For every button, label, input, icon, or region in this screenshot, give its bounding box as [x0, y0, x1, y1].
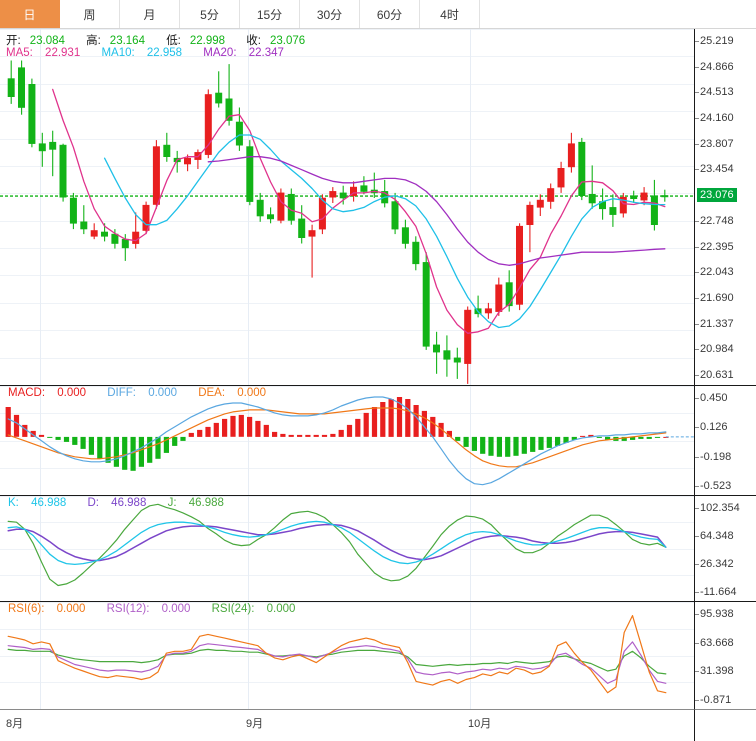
price-chart-svg — [0, 29, 694, 385]
time-axis-label: 9月 — [246, 718, 264, 730]
kdj-axis: 102.354 64.348 26.342 -11.664 — [695, 495, 756, 601]
axis-tick: 64.348 — [695, 530, 734, 542]
tab-label: 5分 — [200, 7, 219, 22]
tab-3[interactable]: 5分 — [180, 0, 240, 28]
axis-tick: 24.866 — [695, 60, 734, 73]
tab-label: 周 — [83, 7, 96, 22]
axis-tick-current-price: 23.076 — [697, 188, 737, 203]
axis-tick: 23.807 — [695, 137, 734, 150]
tab-label: 30分 — [316, 7, 343, 22]
axis-tick: 26.342 — [695, 558, 734, 570]
kdj-chart-svg — [0, 496, 694, 601]
time-axis-label: 8月 — [6, 718, 24, 730]
axis-tick: 31.398 — [695, 665, 734, 678]
axis-tick: -11.664 — [695, 586, 737, 598]
axis-tick: 22.748 — [695, 214, 734, 227]
axis-tick: 63.668 — [695, 636, 734, 649]
tab-5[interactable]: 30分 — [300, 0, 360, 28]
tab-7[interactable]: 4时 — [420, 0, 480, 28]
axis-tick: 21.690 — [695, 291, 734, 304]
axis-tick: 20.631 — [695, 369, 734, 381]
rsi-axis: 95.938 63.668 31.398 -0.871 — [694, 601, 756, 709]
price-axis: 25.219 24.866 24.513 24.160 23.807 23.454 23.0… — [695, 29, 756, 385]
timeframe-tabbar: 日 周 月 5分 15分 30分 60分 4时 — [0, 0, 756, 29]
axis-tick: 24.513 — [695, 86, 734, 99]
axis-tick: -0.523 — [694, 480, 732, 492]
tabbar-filler — [480, 0, 756, 28]
price-panel[interactable] — [0, 29, 694, 385]
tab-label: 4时 — [440, 7, 459, 22]
axis-tick: 0.126 — [695, 421, 728, 434]
tab-2[interactable]: 月 — [120, 0, 180, 28]
time-axis-right-corner — [694, 709, 756, 741]
axis-tick: 22.395 — [695, 240, 734, 253]
axis-tick: 23.454 — [695, 163, 734, 176]
axis-tick: 20.984 — [695, 343, 734, 356]
axis-tick: 95.938 — [695, 608, 734, 620]
axis-tick: 0.450 — [695, 392, 728, 404]
rsi-chart-svg — [0, 602, 694, 709]
macd-panel[interactable] — [0, 385, 694, 495]
macd-axis: 0.450 0.126 -0.198 -0.523 — [694, 385, 756, 495]
time-axis: 8月 9月 10月 — [0, 709, 694, 741]
kdj-panel[interactable] — [0, 495, 694, 601]
tab-4[interactable]: 15分 — [240, 0, 300, 28]
axis-tick: 102.354 — [695, 502, 740, 514]
rsi-panel[interactable] — [0, 601, 694, 709]
right-axis-column: 25.219 24.866 24.513 24.160 23.807 23.454 23.0… — [694, 29, 756, 709]
tab-label: 60分 — [376, 7, 403, 22]
axis-tick: 24.160 — [695, 112, 734, 125]
axis-tick: -0.871 — [694, 694, 732, 706]
tab-1[interactable]: 周 — [60, 0, 120, 28]
time-axis-label: 10月 — [468, 718, 492, 730]
macd-chart-svg — [0, 386, 694, 495]
tab-label: 月 — [143, 7, 156, 22]
axis-tick: 22.043 — [695, 266, 734, 279]
tab-label: 日 — [23, 7, 36, 22]
tab-0[interactable]: 日 — [0, 0, 60, 28]
axis-tick: -0.198 — [694, 450, 732, 463]
axis-tick: 21.337 — [695, 317, 734, 330]
axis-tick: 25.219 — [695, 35, 734, 47]
tab-label: 15分 — [256, 7, 283, 22]
tab-6[interactable]: 60分 — [360, 0, 420, 28]
